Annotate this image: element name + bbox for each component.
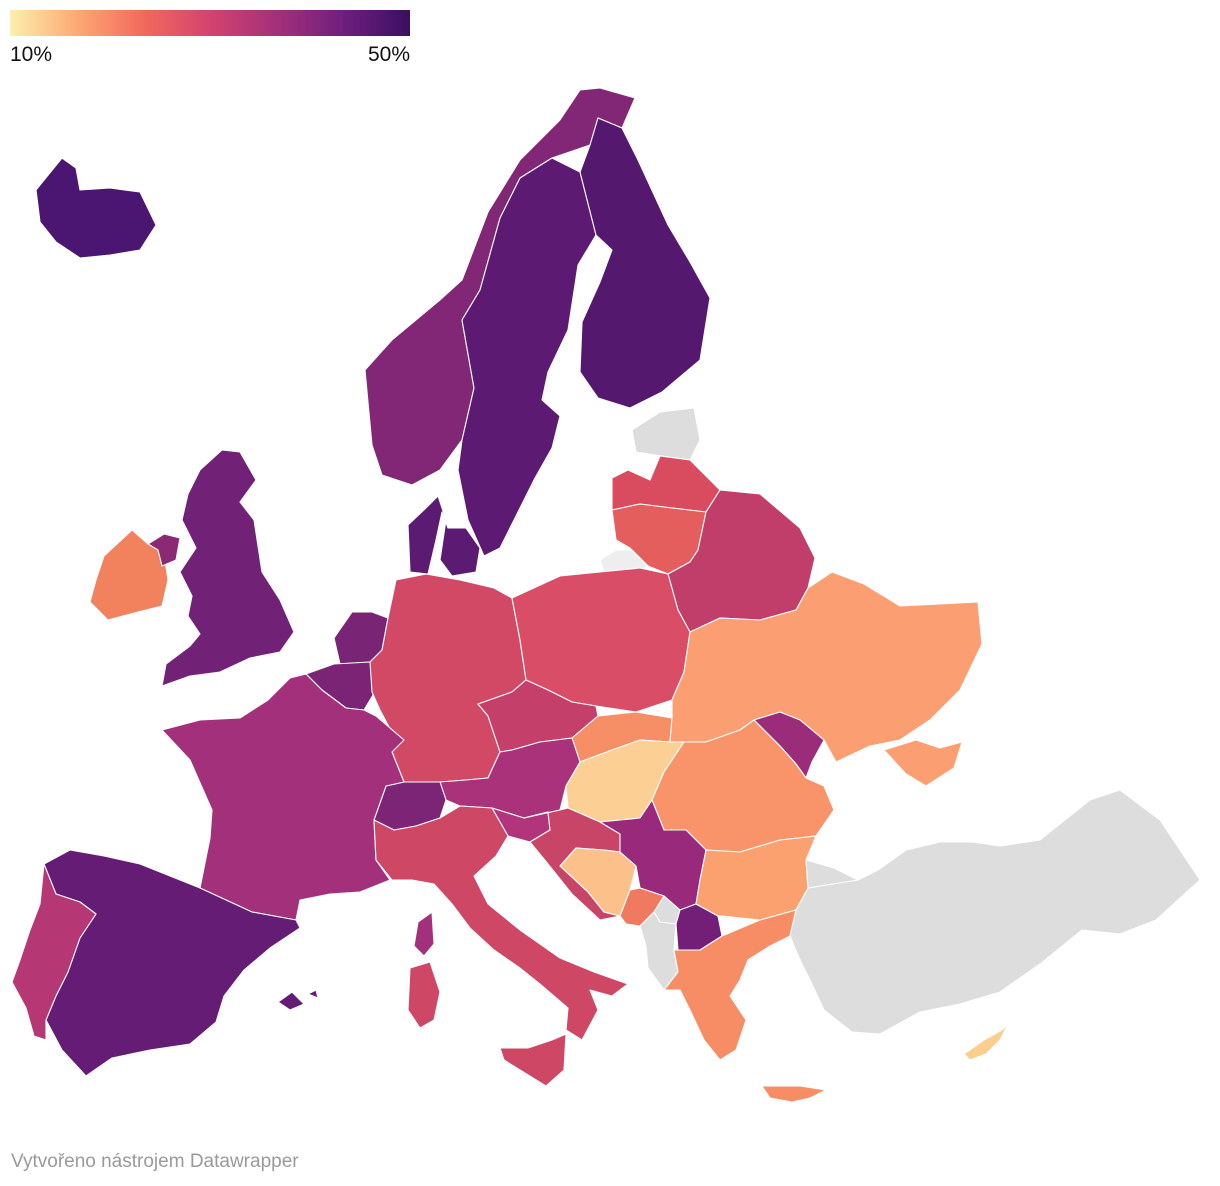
region-portugal: [11, 863, 97, 1041]
region-denmark: [407, 495, 481, 577]
region-united-kingdom: [161, 449, 295, 687]
region-northern-ireland: [147, 533, 181, 567]
region-italy: [373, 805, 629, 1041]
region-ukraine: [669, 571, 983, 763]
region-balearics: [277, 989, 319, 1011]
region-ukraine-crimea: [883, 739, 963, 787]
region-greece: [663, 909, 797, 1061]
datawrapper-credit: Vytvořeno nástrojem Datawrapper: [11, 1151, 299, 1172]
region-turkey-thrace: [805, 859, 859, 889]
region-cyprus: [963, 1023, 1009, 1061]
legend-gradient-bar: [10, 10, 410, 36]
europe-choropleth-map: [11, 87, 1201, 1103]
region-turkey: [789, 789, 1201, 1035]
region-bosnia: [559, 847, 637, 917]
region-estonia: [631, 407, 701, 461]
color-legend: 10% 50%: [10, 10, 410, 67]
region-corsica: [413, 911, 435, 957]
region-finland: [579, 117, 711, 409]
region-albania: [639, 911, 679, 991]
legend-max-label: 50%: [367, 43, 410, 66]
legend-min-label: 10%: [10, 43, 53, 66]
region-latvia: [611, 455, 721, 513]
region-sardinia: [407, 961, 441, 1029]
region-ireland: [89, 529, 169, 621]
region-iceland: [35, 157, 157, 259]
region-crete: [761, 1085, 827, 1103]
region-france: [161, 673, 405, 921]
region-sweden: [457, 157, 597, 557]
region-sicily: [499, 1033, 567, 1087]
